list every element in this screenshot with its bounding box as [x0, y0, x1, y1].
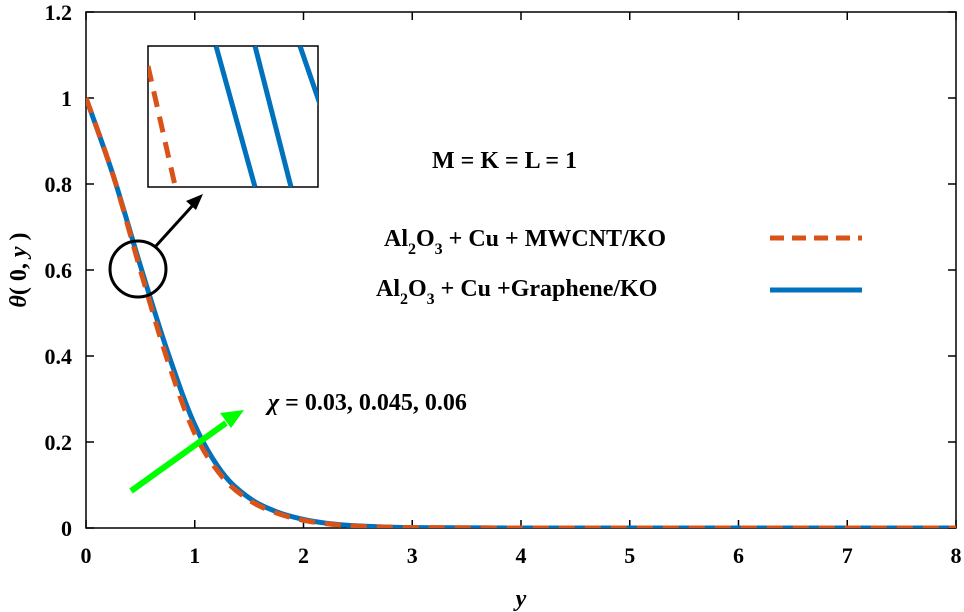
- y-axis-title-arg-close: ): [6, 232, 32, 246]
- legend: Al2O3 + Cu + MWCNT/KO Al2O3 + Cu +Graphe…: [376, 226, 862, 308]
- x-tick-label-2: 2: [298, 543, 309, 568]
- x-axis-title: y: [513, 586, 527, 612]
- chi-values: = 0.03, 0.045, 0.06: [279, 390, 467, 416]
- x-tick-label-0: 0: [81, 543, 92, 568]
- zoom-circle: [108, 239, 168, 299]
- x-tick-label-7: 7: [842, 543, 853, 568]
- chi-label: χ = 0.03, 0.045, 0.06: [265, 390, 467, 416]
- y-axis-title-var: y: [6, 246, 32, 260]
- legend-label-1: Al2O3 + Cu +Graphene/KO: [376, 276, 657, 308]
- legend-label-0: Al2O3 + Cu + MWCNT/KO: [384, 226, 666, 258]
- zoom-arrow-shaft: [153, 202, 196, 249]
- inset-lines: [148, 46, 318, 187]
- x-tick-label-8: 8: [951, 543, 962, 568]
- y-axis-title-arg-open: ( 0,: [6, 257, 32, 295]
- y-tick-label-1: 0.2: [45, 430, 73, 455]
- params-annotation: M = K = L = 1: [432, 148, 577, 174]
- y-tick-label-3: 0.6: [45, 258, 73, 283]
- y-tick-label-0: 0: [61, 516, 72, 541]
- y-tick-label-4: 0.8: [45, 172, 73, 197]
- inset-solid-line-2: [297, 46, 318, 107]
- zoom-annotation: [108, 45, 319, 299]
- x-tick-label-5: 5: [624, 543, 635, 568]
- y-tick-label-5: 1: [61, 86, 72, 111]
- y-tick-label-6: 1.2: [45, 0, 73, 25]
- inset-dashed-line: [148, 65, 178, 187]
- chi-arrow-shaft: [129, 420, 228, 494]
- x-tick-label-4: 4: [516, 543, 527, 568]
- inset-solid-line-1: [252, 46, 294, 187]
- series-line-0: [86, 97, 956, 528]
- y-axis-title-theta: θ: [6, 295, 32, 308]
- series-layer: [86, 97, 956, 528]
- x-tick-label-6: 6: [733, 543, 744, 568]
- axis-tick-labels: 0 1 2 3 4 5 6 7 8 0 0.2 0.4 0.6 0.8 1 1.2: [45, 0, 962, 568]
- zoom-arrow-head: [186, 194, 203, 210]
- chi-annotation: χ = 0.03, 0.045, 0.06: [129, 390, 467, 494]
- y-tick-label-2: 0.4: [45, 344, 73, 369]
- x-tick-label-3: 3: [407, 543, 418, 568]
- inset-solid-line-0: [213, 46, 258, 187]
- y-axis-title: θ( 0, y ): [6, 232, 32, 307]
- chi-symbol: χ: [265, 390, 280, 416]
- x-tick-label-1: 1: [189, 543, 200, 568]
- chi-arrow-head: [220, 410, 244, 428]
